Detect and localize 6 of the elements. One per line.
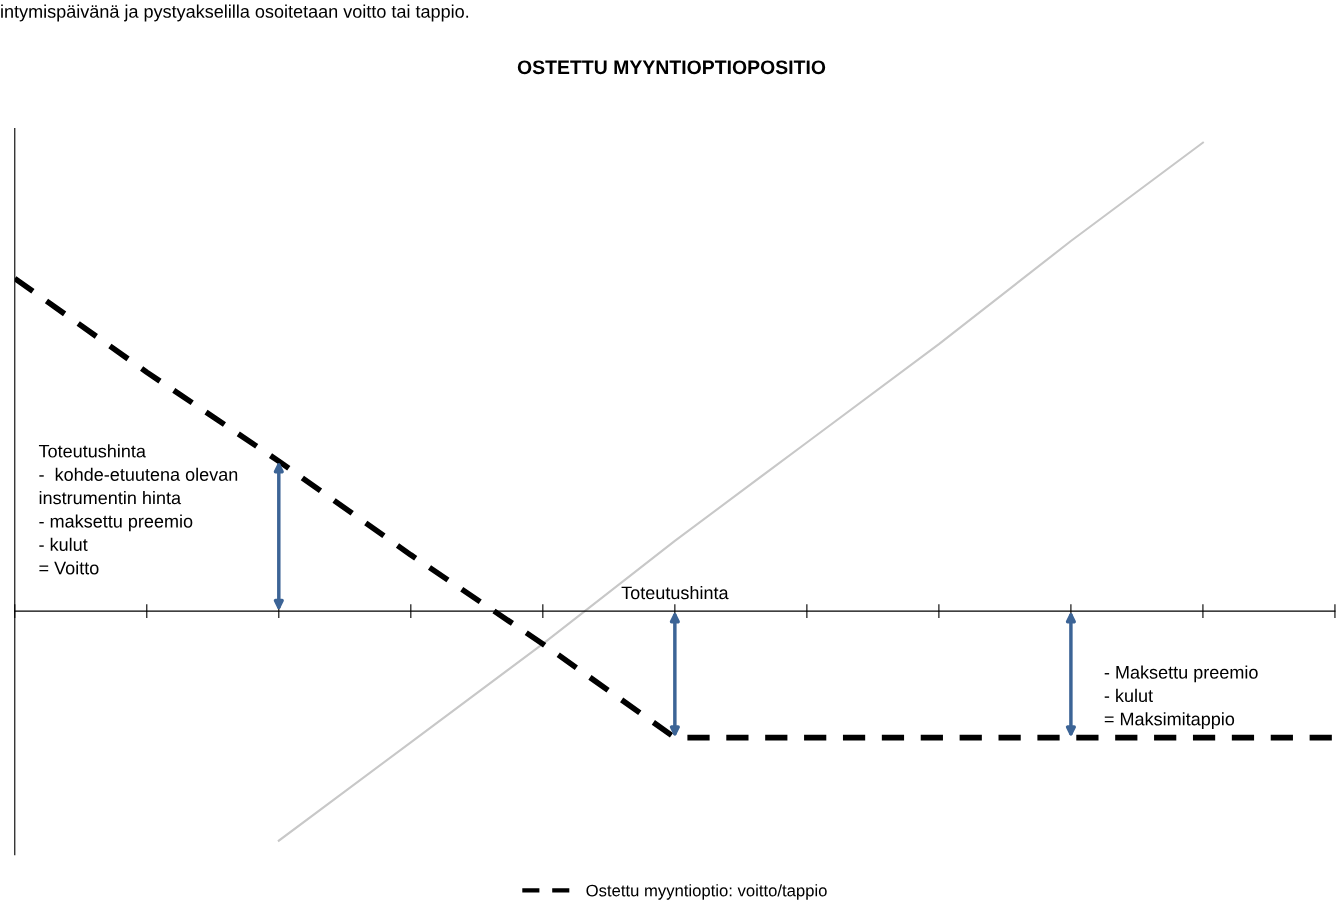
chart-title: OSTETTU MYYNTIOPTIOPOSITIO [517, 60, 826, 75]
legend-label: Ostettu myyntioptio: voitto/tappio [586, 884, 827, 900]
annotation: Toteutushinta - kohde-etuutena olevan instrumentin hinta - maksettu preemio - kulut = Voitto [38, 444, 238, 575]
annotation: - Maksettu preemio - kulut = Maksimitappio [1104, 665, 1258, 730]
text: intymispäivänä ja pystyakselilla osoitetaan voitto tai tappio. [1, 4, 469, 22]
annotation: Toteutushinta [621, 585, 729, 600]
